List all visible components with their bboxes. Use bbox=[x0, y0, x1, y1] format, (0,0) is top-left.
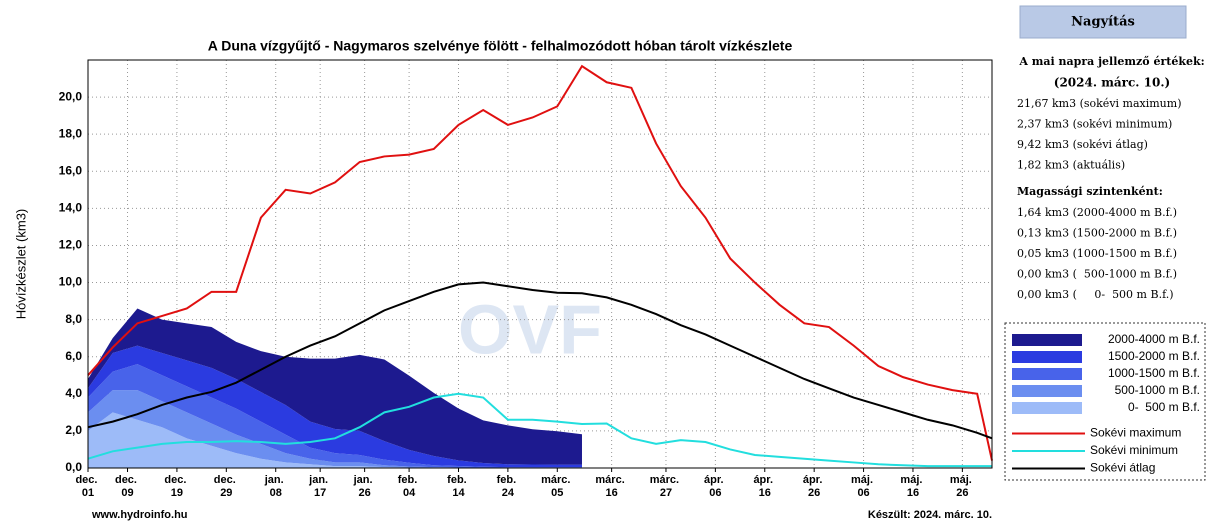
x-tick-label: márc. 16 bbox=[595, 474, 627, 499]
y-tick-label: 14,0 bbox=[59, 201, 83, 215]
zoom-button[interactable] bbox=[1019, 5, 1187, 39]
x-tick-label: máj. 06 bbox=[851, 474, 876, 499]
y-tick-label: 10,0 bbox=[59, 275, 83, 289]
legend-box bbox=[1004, 322, 1206, 481]
x-tick-label: dec. 09 bbox=[115, 474, 140, 499]
y-tick-label: 8,0 bbox=[65, 312, 82, 326]
today-value: 21,67 km3 (sokévi maximum) bbox=[1017, 97, 1182, 110]
footer-right: Készült: 2024. márc. 10. bbox=[868, 509, 992, 521]
legend-label: 500-1000 m B.f. bbox=[1111, 383, 1200, 397]
x-tick-label: jan. 08 bbox=[264, 474, 287, 499]
legend-label: 1000-1500 m B.f. bbox=[1108, 366, 1200, 380]
area-band bbox=[88, 390, 582, 468]
today-value: 2,37 km3 (sokévi minimum) bbox=[1017, 118, 1172, 131]
x-tick-label: feb. 14 bbox=[447, 474, 470, 499]
x-tick-label: máj. 26 bbox=[950, 474, 975, 499]
y-axis-title: Hóvízkészlet (km3) bbox=[13, 209, 28, 320]
x-tick-label: dec. 29 bbox=[214, 474, 239, 499]
zoom-button-label[interactable]: Nagyítás bbox=[1071, 15, 1135, 30]
x-tick-label: márc. 27 bbox=[650, 474, 682, 499]
line bbox=[87, 392, 992, 468]
x-tick-label: dec. 19 bbox=[164, 474, 189, 499]
chart-title: A Duna vízgyűjtő - Nagymaros szelvénye f… bbox=[208, 38, 793, 54]
levels-heading: Magassági szintenként: bbox=[1017, 185, 1163, 198]
x-tick-label: jan. 26 bbox=[353, 474, 376, 499]
footer-left: www.hydroinfo.hu bbox=[91, 509, 188, 521]
today-value: 1,82 km3 (aktuális) bbox=[1017, 159, 1125, 172]
level-value: 0,05 km3 (1000-1500 m B.f.) bbox=[1017, 247, 1177, 260]
legend-swatch bbox=[1012, 402, 1082, 414]
x-tick-label: feb. 04 bbox=[398, 474, 421, 499]
y-tick-label: 12,0 bbox=[59, 238, 83, 252]
watermark: OVF bbox=[458, 290, 602, 368]
y-tick-label: 0,0 bbox=[65, 460, 82, 474]
x-tick-label: ápr. 26 bbox=[803, 474, 826, 499]
legend-label: 2000-4000 m B.f. bbox=[1108, 332, 1200, 346]
legend-swatch bbox=[1012, 385, 1082, 397]
y-tick-label: 6,0 bbox=[65, 349, 82, 363]
legend-label: Sokévi átlag bbox=[1090, 461, 1155, 475]
legend-label: Sokévi minimum bbox=[1090, 443, 1178, 457]
y-tick-label: 2,0 bbox=[65, 423, 82, 437]
x-tick-label: márc. 05 bbox=[541, 474, 573, 499]
level-value: 0,13 km3 (1500-2000 m B.f.) bbox=[1017, 227, 1177, 240]
y-tick-label: 18,0 bbox=[59, 126, 83, 140]
legend-label: 1500-2000 m B.f. bbox=[1108, 349, 1200, 363]
panel-date: (2024. márc. 10.) bbox=[1054, 76, 1170, 90]
x-tick-label: jan. 17 bbox=[308, 474, 331, 499]
area-band bbox=[88, 308, 582, 465]
legend-swatch bbox=[1012, 351, 1082, 363]
y-tick-label: 4,0 bbox=[65, 386, 82, 400]
x-tick-label: ápr. 16 bbox=[753, 474, 776, 499]
legend-label: Sokévi maximum bbox=[1090, 426, 1181, 440]
plot-frame bbox=[87, 59, 993, 469]
level-value: 0,00 km3 ( 0- 500 m B.f.) bbox=[1017, 288, 1174, 301]
y-tick-label: 16,0 bbox=[59, 163, 83, 177]
line bbox=[87, 281, 993, 440]
line bbox=[87, 64, 993, 461]
level-value: 0,00 km3 ( 500-1000 m B.f.) bbox=[1017, 268, 1177, 281]
x-tick-label: ápr. 06 bbox=[704, 474, 727, 499]
today-value: 9,42 km3 (sokévi átlag) bbox=[1017, 138, 1148, 151]
panel-heading: A mai napra jellemző értékek: bbox=[1018, 55, 1204, 68]
x-tick-label: dec. 01 bbox=[75, 474, 100, 499]
area-band bbox=[88, 412, 582, 468]
area-band bbox=[88, 345, 582, 468]
legend-label: 0- 500 m B.f. bbox=[1128, 400, 1200, 414]
legend-swatch bbox=[1012, 368, 1082, 380]
legend-swatch bbox=[1012, 334, 1082, 346]
level-value: 1,64 km3 (2000-4000 m B.f.) bbox=[1017, 206, 1177, 219]
x-tick-label: feb. 24 bbox=[497, 474, 520, 499]
x-tick-label: máj. 16 bbox=[900, 474, 925, 499]
area-band bbox=[88, 364, 582, 468]
y-tick-label: 20,0 bbox=[59, 89, 83, 103]
